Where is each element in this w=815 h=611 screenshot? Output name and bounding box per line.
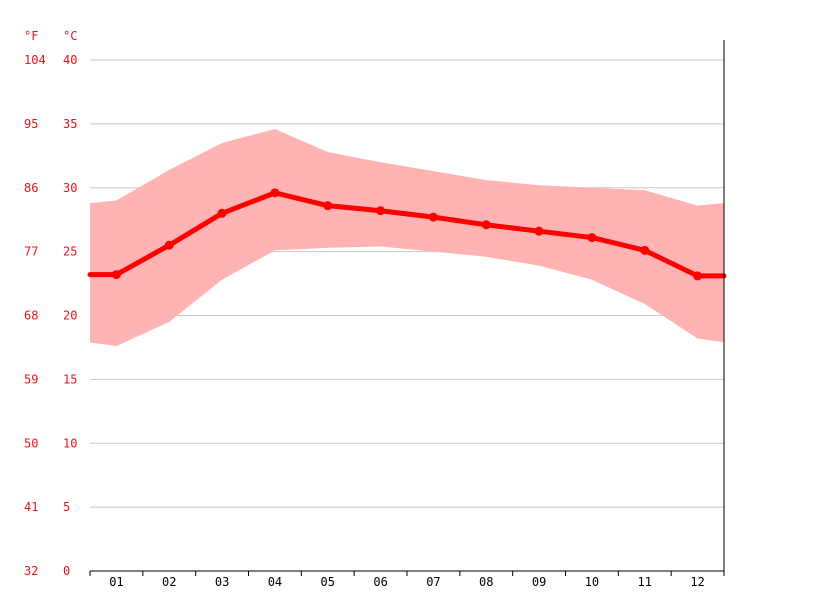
x-tick-label: 10 [585,575,599,589]
data-point [693,271,703,281]
x-tick-label: 04 [268,575,282,589]
unit-label-c: °C [63,29,77,43]
y-tick-label-c: 20 [63,309,77,323]
data-point [217,208,227,218]
data-point [587,233,597,243]
y-tick-label-c: 10 [63,436,77,450]
data-point [376,206,386,216]
x-tick-label: 07 [426,575,440,589]
data-point [323,201,333,211]
x-tick-label: 05 [321,575,335,589]
temperature-range-band [90,128,724,347]
y-tick-label-f: 77 [24,245,38,259]
data-point [428,212,438,222]
axis-labels: °F °C 32 0 41 5 50 10 59 15 68 20 77 25 86 30 95 35 104 4… [24,29,705,589]
y-tick-label-f: 50 [24,436,38,450]
data-point [164,240,174,250]
x-tick-label: 03 [215,575,229,589]
unit-label-f: °F [24,29,38,43]
y-tick-label-f: 32 [24,564,38,578]
y-tick-label-c: 15 [63,372,77,386]
data-point [534,226,544,236]
x-tick-label: 12 [690,575,704,589]
y-tick-label-f: 86 [24,181,38,195]
y-tick-label-c: 35 [63,117,77,131]
x-tick-label: 09 [532,575,546,589]
data-point [270,188,280,198]
y-tick-label-c: 30 [63,181,77,195]
y-tick-label-f: 95 [24,117,38,131]
x-tick-label: 06 [373,575,387,589]
y-tick-label-f: 41 [24,500,38,514]
data-point [111,270,121,280]
axes [89,40,725,576]
y-tick-label-f: 104 [24,53,46,67]
series-line [87,190,727,279]
x-tick-label: 01 [109,575,123,589]
data-point [640,245,650,255]
x-tick-label: 11 [638,575,652,589]
series-line-group [87,188,727,281]
x-tick-label: 02 [162,575,176,589]
x-tick-label: 08 [479,575,493,589]
y-tick-label-c: 0 [63,564,70,578]
y-tick-label-c: 5 [63,500,70,514]
y-tick-label-c: 25 [63,245,77,259]
data-point [481,220,491,230]
y-tick-label-f: 59 [24,372,38,386]
y-tick-label-c: 40 [63,53,77,67]
y-tick-label-f: 68 [24,309,38,323]
